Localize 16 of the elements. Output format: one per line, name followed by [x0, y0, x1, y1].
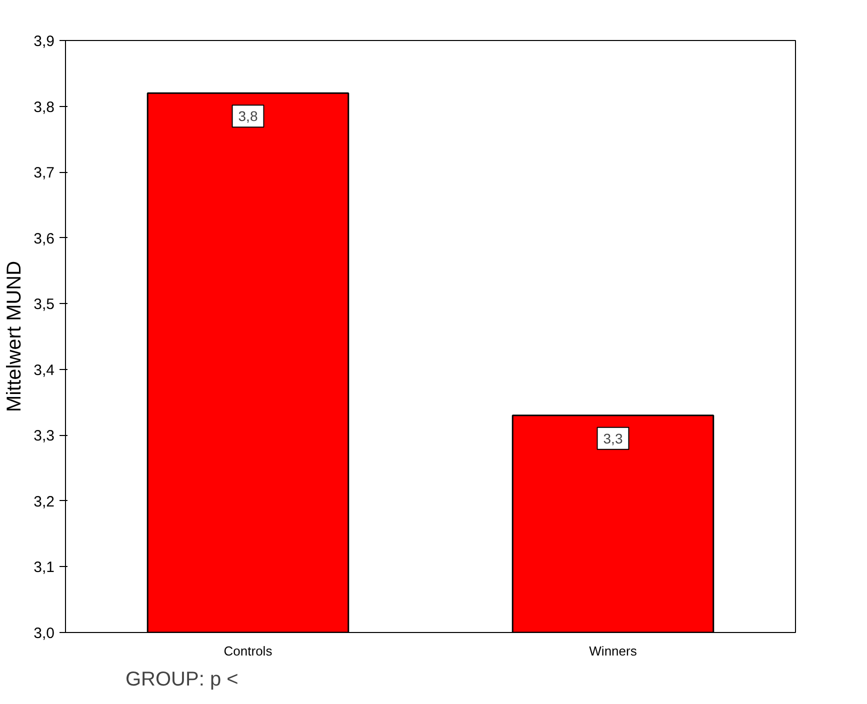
y-tick-label: 3,4	[34, 362, 55, 379]
x-axis-title: GROUP: p <	[126, 668, 238, 690]
y-tick-label: 3,0	[34, 625, 55, 642]
y-tick-label: 3,9	[34, 33, 55, 50]
y-axis-title: Mittelwert MUND	[4, 260, 26, 412]
x-tick-label: Controls	[224, 644, 273, 658]
data-label: 3,3	[603, 430, 623, 446]
y-tick-label: 3,5	[34, 296, 55, 314]
y-tick-label: 3,2	[34, 493, 55, 510]
y-tick-label: 3,8	[34, 98, 55, 116]
y-tick-label: 3,6	[34, 230, 55, 248]
x-tick-label: Winners	[589, 644, 638, 658]
y-tick-label: 3,3	[34, 428, 55, 445]
y-tick-label: 3,1	[34, 559, 55, 576]
data-label: 3,8	[238, 108, 258, 124]
y-tick-label: 3,7	[34, 164, 55, 182]
